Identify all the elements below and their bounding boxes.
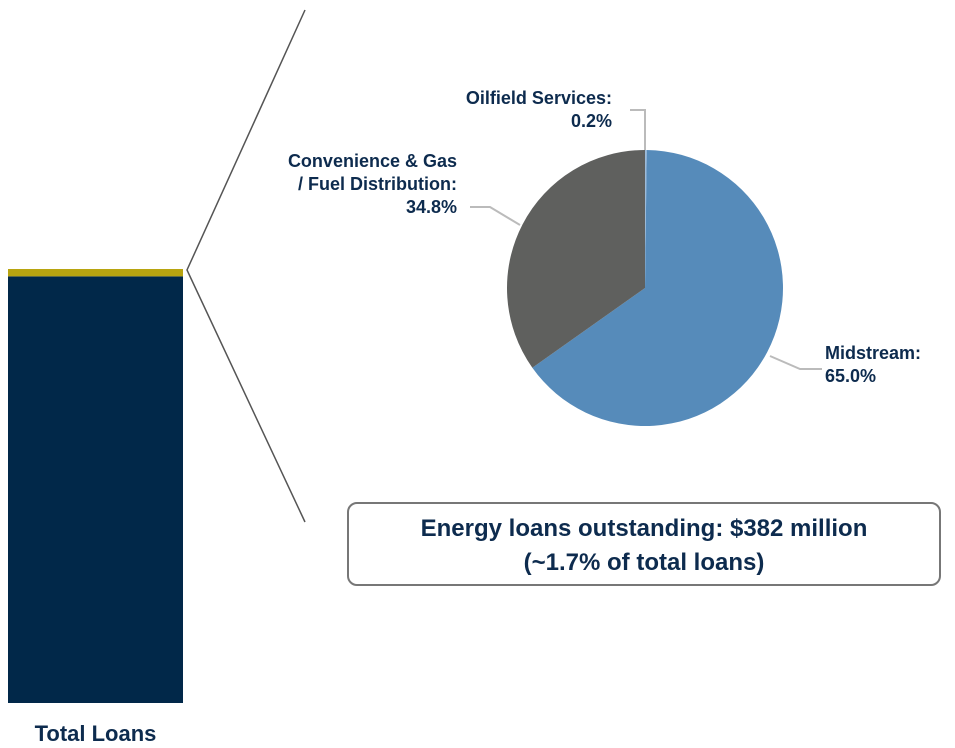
leader-line (630, 109, 646, 150)
slice-label: Oilfield Services: 0.2% (392, 87, 612, 133)
slice-label: Convenience & Gas / Fuel Distribution: 34… (287, 150, 457, 219)
leader-line (470, 206, 521, 226)
pie-slice (532, 150, 783, 427)
slice-value: 34.8% (405, 197, 457, 217)
category-label: Total Loans (34, 721, 157, 746)
slice-name: Oilfield Services: (465, 88, 612, 108)
slice-value: 0.2% (570, 111, 612, 131)
zoom-connector (186, 9, 306, 523)
annotation-box: Energy loans outstanding: $382 million (… (347, 502, 941, 586)
annotation: (~1.7% of total loans) (523, 549, 765, 576)
bar-segment (8, 269, 183, 277)
slice-name: Convenience & Gas / Fuel Distribution: (287, 151, 457, 194)
bar-segment (8, 276, 183, 703)
pie-slice (507, 150, 645, 368)
pie-slice (645, 150, 647, 288)
slice-value: 65.0% (825, 366, 877, 386)
leader-line (769, 355, 822, 370)
slice-label: Midstream: 65.0% (825, 342, 955, 388)
annotation: Energy loans outstanding: $382 million (420, 515, 868, 542)
slice-name: Midstream: (825, 343, 922, 363)
